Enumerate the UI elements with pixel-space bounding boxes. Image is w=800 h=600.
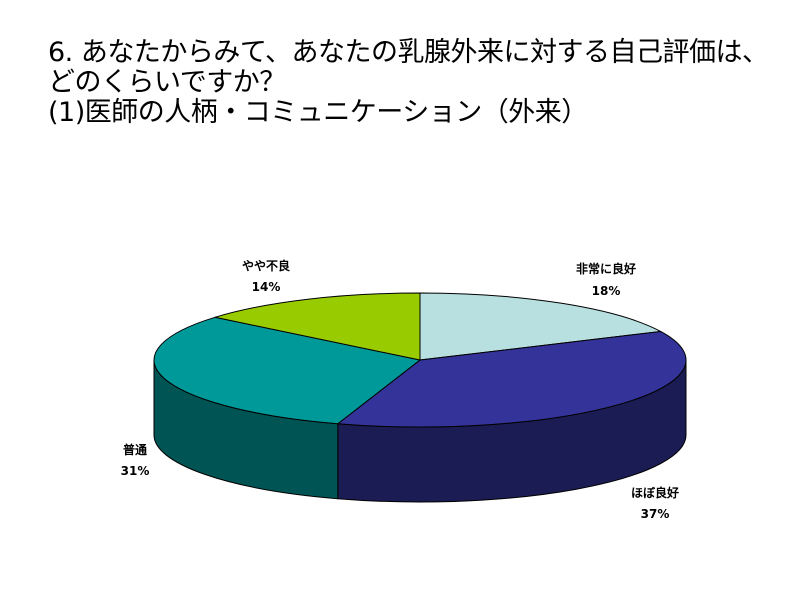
pie-slice-2 bbox=[153, 316, 421, 425]
title-line-2: どのくらいですか？ bbox=[48, 67, 286, 98]
slice-label-name-2: 普通 bbox=[123, 442, 147, 457]
title-line-1: 6. あなたからみて、あなたの乳腺外来に対する自己評価は、 bbox=[48, 37, 769, 68]
slice-label-name-3: やや不良 bbox=[242, 258, 290, 273]
slice-label-value-3: 14% bbox=[252, 280, 281, 294]
pie-slices bbox=[153, 292, 687, 428]
pie-slice-1 bbox=[337, 330, 687, 428]
chart-title: 6. あなたからみて、あなたの乳腺外来に対する自己評価は、 どのくらいですか？ … bbox=[48, 38, 769, 128]
pie-slice-0 bbox=[419, 292, 662, 361]
slice-label-name-0: 非常に良好 bbox=[576, 261, 636, 276]
slice-label-value-0: 18% bbox=[592, 284, 621, 298]
pie-slice-3 bbox=[214, 292, 421, 361]
slice-label-name-1: ほぼ良好 bbox=[631, 485, 679, 500]
slice-label-value-1: 37% bbox=[641, 507, 670, 521]
slice-label-value-2: 31% bbox=[121, 464, 150, 478]
title-line-3: (1)医師の人柄・コミュニケーション（外来） bbox=[48, 97, 588, 128]
pie-labels: 非常に良好 18% ほぼ良好 37% 普通 31% やや不良 14% bbox=[121, 258, 679, 521]
